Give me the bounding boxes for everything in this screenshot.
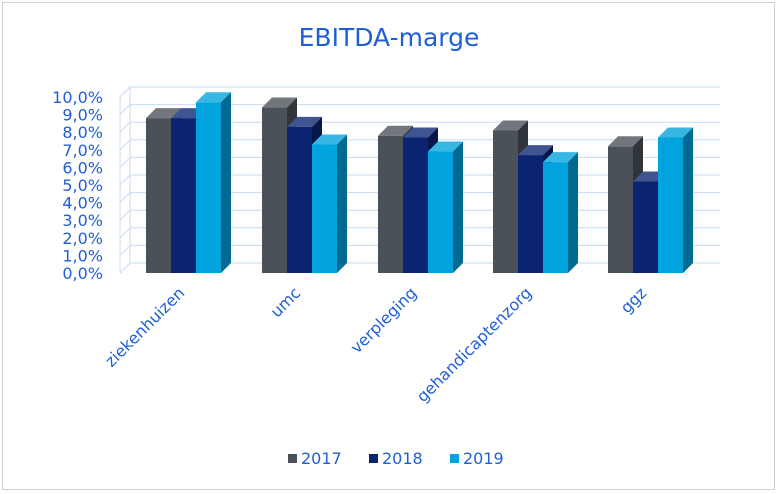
bar-top [146,108,181,119]
y-tick-label: 6,0% [62,158,103,177]
legend-label: 2019 [463,449,504,468]
bar-top [262,97,297,108]
y-tick-label: 5,0% [62,176,103,195]
bar-front [196,102,221,273]
bar [428,141,463,273]
legend-swatch [369,454,378,463]
y-tick-label: 10,0% [52,88,103,107]
bar-top [658,127,693,138]
bar-top [287,116,322,127]
bar-front [543,162,568,273]
bar-side [221,92,231,273]
legend-swatch [288,454,297,463]
category-label: gehandicaptenzorg [413,283,536,406]
bar-front [493,130,518,273]
y-tick-label: 2,0% [62,229,103,248]
bar-side [453,141,463,273]
y-tick-label: 9,0% [62,106,103,125]
legend-label: 2017 [301,449,342,468]
bar-front [378,135,403,273]
chart-title: EBITDA-marge [299,23,480,52]
bar-side [337,134,347,273]
category-label: ggz [617,283,651,317]
bar-top [378,125,413,136]
y-tick-label: 8,0% [62,123,103,142]
bar-top [312,134,347,145]
y-tick-label: 7,0% [62,141,103,160]
legend: 2017 2018 2019 [288,449,504,468]
y-tick-label: 4,0% [62,194,103,213]
bar-front [608,146,633,273]
bar [633,171,668,273]
category-label: umc [266,283,304,321]
bar-side [568,152,578,273]
bar-front [403,137,428,273]
legend-label: 2018 [382,449,423,468]
bar-top [543,152,578,163]
bar-top [403,127,438,138]
bar-front [287,126,312,273]
bar-top [493,120,528,131]
bar-top [608,136,643,147]
bar-front [171,118,196,274]
bars [146,92,693,274]
bar [196,92,231,273]
y-tick-label: 3,0% [62,211,103,230]
category-label: verpleging [347,283,421,357]
category-label: ziekenhuizen [101,283,188,370]
bar-front [312,144,337,273]
bar-top [196,92,231,103]
bar-front [658,137,683,273]
bar [658,127,693,273]
y-tick-label: 1,0% [62,246,103,265]
bar-front [262,107,287,273]
y-tick-label: 0,0% [62,264,103,283]
bar-side [683,127,693,273]
bar [312,134,347,273]
bar-front [633,181,658,273]
bar [543,152,578,273]
category-labels: ziekenhuizen umc verpleginggehandicaptenzo… [101,283,650,406]
bar-front [146,118,171,274]
bar-front [428,151,453,273]
y-axis-ticks: 0,0%1,0%2,0%3,0%4,0%5,0%6,0%7,0%8,0%9,0%… [52,88,103,283]
bar-top [518,145,553,156]
bar-front [518,155,543,273]
legend-swatch [450,454,459,463]
bar-top [428,141,463,152]
